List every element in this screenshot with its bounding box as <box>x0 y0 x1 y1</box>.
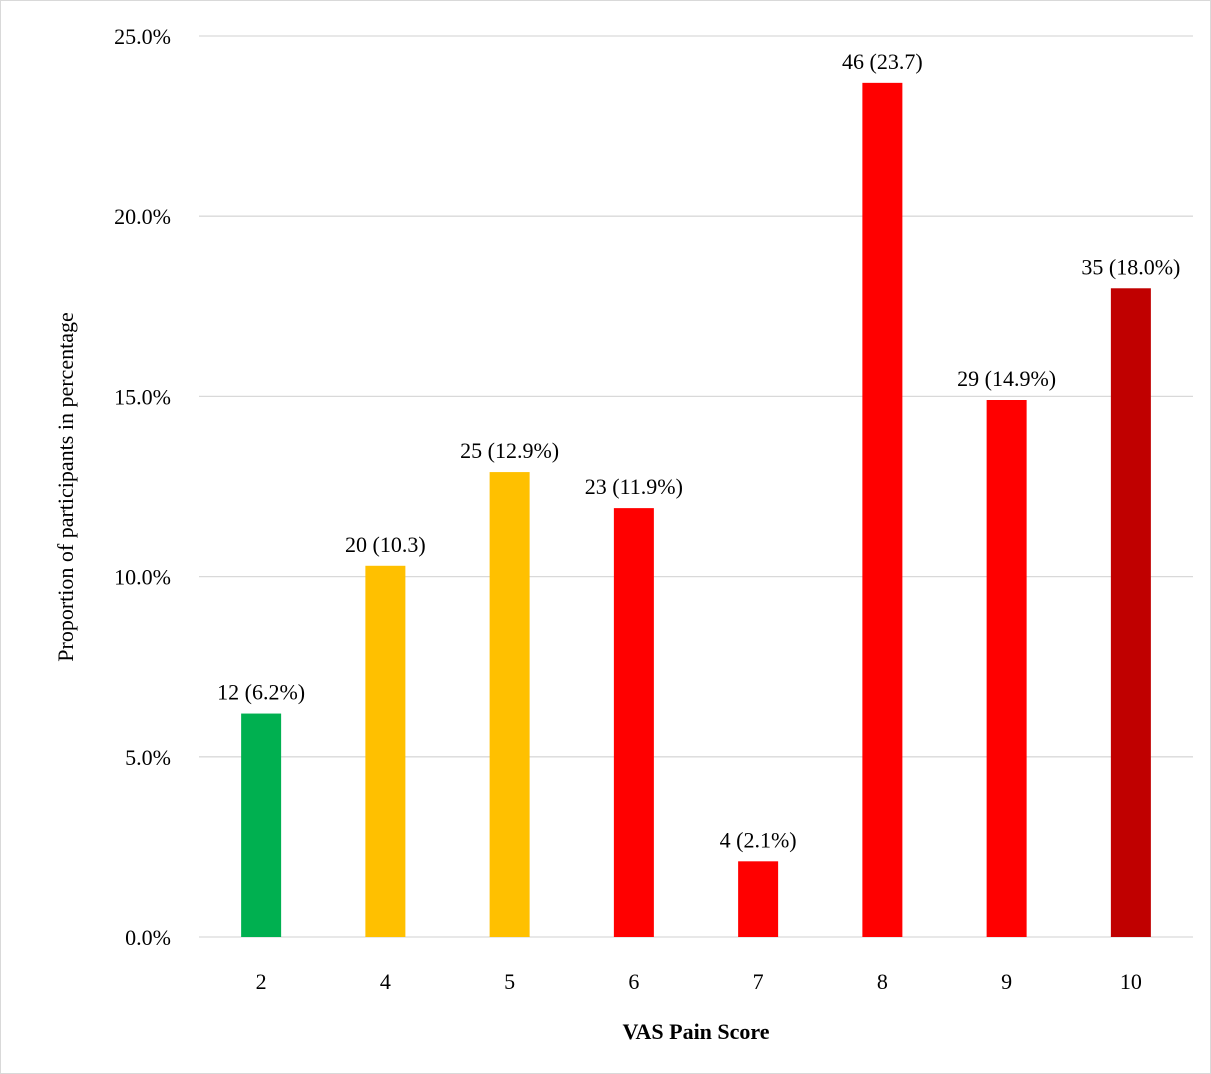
bar-5 <box>489 472 530 937</box>
bar-2 <box>241 713 282 937</box>
x-tick-label: 4 <box>380 969 391 994</box>
data-label-7: 4 (2.1%) <box>720 827 797 852</box>
x-tick-label: 9 <box>1001 969 1012 994</box>
y-axis-title: Proportion of participants in percentage <box>53 312 78 661</box>
x-tick-label: 10 <box>1120 969 1142 994</box>
y-tick-label: 0.0% <box>125 925 171 950</box>
bar-4 <box>365 565 406 937</box>
x-tick-label: 2 <box>256 969 267 994</box>
data-label-9: 29 (14.9%) <box>957 366 1056 391</box>
bar-10 <box>1110 288 1151 937</box>
y-tick-label: 15.0% <box>114 384 171 409</box>
data-label-10: 35 (18.0%) <box>1081 254 1180 279</box>
data-label-4: 20 (10.3) <box>345 532 426 557</box>
gridlines <box>199 35 1193 938</box>
y-axis-ticks: 0.0% 5.0% 10.0% 15.0% 20.0% 25.0% <box>114 24 171 950</box>
bar-6 <box>613 508 654 937</box>
bar-8 <box>862 82 903 938</box>
x-tick-label: 8 <box>877 969 888 994</box>
bar-9 <box>986 400 1027 937</box>
x-axis-ticks: 2 4 5 6 7 8 9 10 <box>256 969 1142 994</box>
data-label-2: 12 (6.2%) <box>217 680 305 705</box>
x-tick-label: 6 <box>628 969 639 994</box>
y-tick-label: 10.0% <box>114 565 171 590</box>
x-axis-title: VAS Pain Score <box>622 1019 769 1044</box>
x-tick-label: 7 <box>753 969 764 994</box>
bars <box>241 82 1151 938</box>
x-tick-label: 5 <box>504 969 515 994</box>
data-label-5: 25 (12.9%) <box>460 438 559 463</box>
y-tick-label: 25.0% <box>114 24 171 49</box>
y-tick-label: 5.0% <box>125 745 171 770</box>
data-labels: 12 (6.2%) 20 (10.3) 25 (12.9%) 23 (11.9%) 4 … <box>217 49 1180 852</box>
y-tick-label: 20.0% <box>114 204 171 229</box>
data-label-6: 23 (11.9%) <box>585 474 683 499</box>
data-label-8: 46 (23.7) <box>842 49 923 74</box>
bar-7 <box>738 861 779 937</box>
